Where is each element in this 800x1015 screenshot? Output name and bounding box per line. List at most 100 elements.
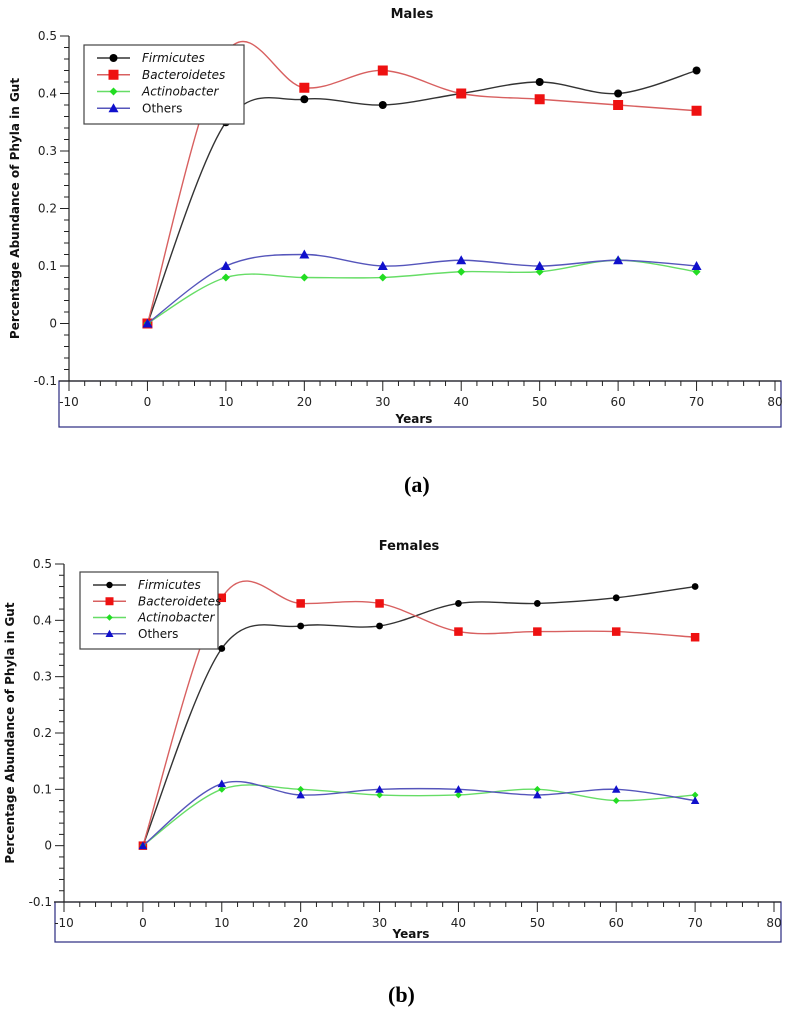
point-actinobacter — [376, 791, 383, 799]
x-tick-label: -10 — [59, 395, 79, 409]
point-others — [611, 785, 621, 793]
y-tick-label: 0.5 — [38, 29, 57, 43]
point-bacteroidetes — [456, 88, 467, 99]
line-others — [142, 780, 696, 847]
y-axis-label: Percentage Abundance of Phyla in Gut — [3, 602, 17, 863]
x-axis-label: Years — [392, 927, 430, 941]
legend-label-bacteroidetes: Bacteroidetes — [142, 68, 225, 82]
legend-marker-firmicutes — [109, 54, 118, 62]
x-tick-label: 20 — [297, 395, 312, 409]
point-others — [375, 785, 384, 793]
point-firmicutes — [535, 78, 544, 86]
point-firmicutes — [612, 594, 620, 602]
point-firmicutes — [692, 66, 701, 75]
legend-marker-others — [105, 629, 114, 637]
point-others — [217, 779, 227, 788]
point-firmicutes — [455, 600, 462, 607]
line-firmicutes — [146, 69, 697, 324]
legend-marker-actinobacter — [106, 614, 113, 621]
point-others — [296, 790, 305, 799]
y-tick-label: 0.1 — [38, 259, 57, 273]
line-actinobacter — [142, 784, 696, 847]
point-actinobacter — [221, 273, 230, 282]
legend-marker-others — [108, 103, 119, 113]
legend-label-firmicutes: Firmicutes — [138, 578, 201, 592]
point-bacteroidetes — [299, 82, 310, 93]
x-tick-label: 30 — [375, 395, 390, 409]
point-actinobacter — [455, 791, 462, 799]
point-bacteroidetes — [691, 105, 702, 116]
x-tick-label: 0 — [139, 916, 147, 930]
point-firmicutes — [297, 622, 305, 630]
legend-label-others: Others — [142, 101, 182, 115]
x-tick-label: 60 — [610, 395, 625, 409]
legend-marker-firmicutes — [106, 581, 113, 589]
y-tick-label: -0.1 — [29, 895, 52, 909]
point-others — [299, 249, 310, 259]
y-tick-label: 0.1 — [33, 782, 52, 796]
line-firmicutes — [142, 585, 696, 846]
legend-label-bacteroidetes: Bacteroidetes — [138, 594, 221, 608]
legend-marker-bacteroidetes — [105, 597, 114, 606]
point-firmicutes — [376, 622, 383, 630]
series-firmicutes — [139, 583, 699, 850]
point-actinobacter — [297, 785, 305, 793]
series-bacteroidetes — [138, 580, 700, 850]
legend-label-firmicutes: Firmicutes — [142, 51, 205, 65]
chart-males: Males -0.1 0 0.1 0.2 0.3 0.4 0.5 -10 0 10 20 30 40 50 6… — [8, 7, 783, 428]
y-tick-label: -0.1 — [34, 374, 57, 388]
point-others — [690, 796, 700, 804]
line-others — [147, 253, 697, 325]
chart-title: Females — [379, 539, 440, 554]
point-bacteroidetes — [534, 94, 545, 105]
legend-marker-actinobacter — [109, 87, 118, 96]
point-actinobacter — [300, 273, 309, 282]
point-others — [613, 255, 624, 265]
point-firmicutes — [614, 89, 623, 98]
y-tick-label: 0 — [49, 317, 57, 331]
x-tick-label: 40 — [451, 916, 466, 930]
y-tick-label: 0.4 — [38, 87, 57, 101]
series-actinobacter — [139, 784, 699, 850]
x-tick-label: 30 — [372, 916, 387, 930]
point-firmicutes — [691, 583, 699, 590]
legend: Firmicutes Bacteroidetes Actinobacter Other… — [83, 44, 245, 125]
point-bacteroidetes — [375, 599, 384, 608]
x-tick-label: 20 — [293, 916, 308, 930]
point-bacteroidetes — [613, 100, 624, 110]
y-tick-label: 0.5 — [33, 557, 52, 571]
series-others — [142, 249, 702, 328]
legend-label-actinobacter: Actinobacter — [141, 85, 219, 99]
chart-females: Females -0.1 0 0.1 0.2 0.3 0.4 0.5 -10 0 10 20 30 40 5… — [3, 539, 782, 943]
y-tick-label: 0.2 — [38, 202, 57, 216]
point-actinobacter — [691, 791, 699, 799]
y-tick-label: 0.3 — [38, 144, 57, 158]
x-tick-label: 50 — [530, 916, 545, 930]
point-firmicutes — [300, 95, 309, 104]
x-axis-label: Years — [395, 412, 433, 426]
point-bacteroidetes — [611, 627, 621, 636]
chart-title: Males — [391, 7, 434, 22]
x-tick-label: 80 — [766, 916, 781, 930]
point-bacteroidetes — [690, 632, 700, 642]
point-firmicutes — [378, 101, 387, 109]
caption-a: (a) — [404, 472, 430, 497]
point-others — [533, 790, 542, 799]
point-actinobacter — [533, 785, 541, 793]
x-tick-label: 70 — [689, 395, 704, 409]
legend-marker-bacteroidetes — [108, 69, 119, 80]
caption-b: (b) — [388, 982, 415, 1007]
x-tick-label: 10 — [218, 395, 233, 409]
legend-label-others: Others — [138, 627, 178, 641]
x-tick-label: 70 — [687, 916, 702, 930]
y-tick-label: 0.2 — [33, 726, 52, 740]
point-bacteroidetes — [533, 627, 542, 636]
y-tick-label: 0 — [44, 839, 52, 853]
point-firmicutes — [533, 600, 541, 607]
point-firmicutes — [218, 645, 226, 652]
legend: Firmicutes Bacteroidetes Actinobacter Other… — [79, 571, 221, 650]
point-others — [142, 318, 153, 328]
point-bacteroidetes — [296, 599, 305, 608]
point-others — [456, 255, 467, 265]
point-others — [138, 841, 148, 850]
